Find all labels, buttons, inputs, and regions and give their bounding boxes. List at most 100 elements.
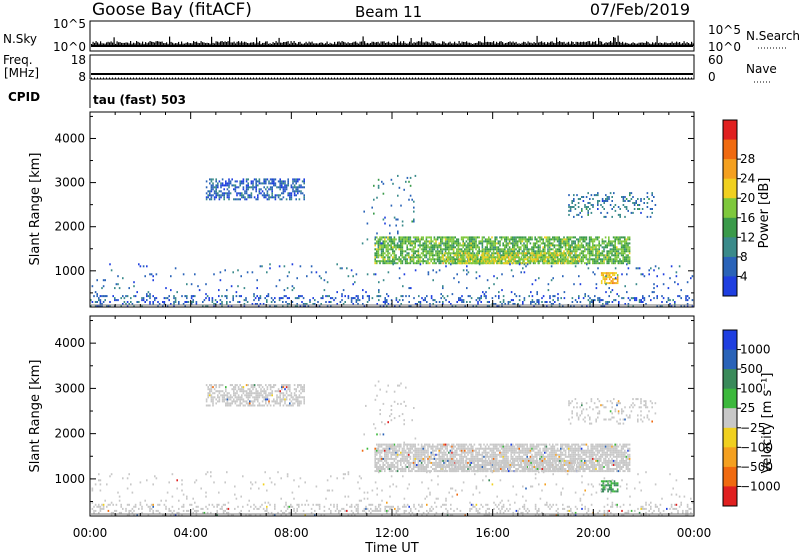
scatter-cell	[464, 236, 466, 239]
scatter-cell	[265, 392, 267, 395]
scatter-cell	[408, 464, 410, 466]
nsky-bar	[223, 42, 225, 46]
scatter-cell	[441, 260, 444, 263]
scatter-cell	[203, 299, 206, 302]
scatter-cell	[448, 451, 450, 454]
scatter-cell	[468, 244, 471, 247]
scatter-cell	[542, 248, 544, 251]
scatter-cell	[233, 388, 235, 391]
scatter-cell	[255, 396, 257, 399]
scatter-cell	[396, 461, 399, 464]
scatter-cell	[461, 252, 464, 255]
scatter-cell	[520, 238, 522, 241]
scatter-cell	[274, 178, 277, 181]
scatter-cell	[420, 451, 423, 454]
scatter-cell	[592, 254, 594, 257]
scatter-cell	[444, 246, 447, 249]
nsky-bar	[559, 41, 561, 46]
scatter-cell	[352, 303, 354, 305]
scatter-cell	[476, 447, 479, 450]
scatter-cell	[385, 461, 388, 464]
scatter-cell	[218, 384, 221, 387]
scatter-cell	[610, 282, 613, 285]
scatter-cell	[424, 466, 426, 468]
scatter-cell	[553, 238, 556, 241]
scatter-cell	[352, 297, 354, 300]
scatter-cell	[336, 291, 338, 294]
scatter-cell	[606, 256, 608, 259]
scatter-cell	[381, 180, 383, 183]
scatter-cell	[252, 384, 254, 387]
nsky-bar	[248, 43, 250, 46]
scatter-cell	[401, 250, 404, 253]
scatter-cell	[470, 246, 472, 249]
scatter-cell	[523, 258, 526, 261]
scatter-cell	[656, 305, 658, 307]
scatter-cell	[524, 244, 527, 247]
scatter-cell	[523, 263, 526, 266]
scatter-cell	[366, 273, 369, 276]
scatter-cell	[548, 250, 551, 253]
scatter-cell	[420, 453, 423, 456]
nsky-bar	[458, 41, 460, 46]
scatter-cell	[261, 390, 264, 393]
scatter-cell	[432, 262, 434, 265]
scatter-cell	[430, 457, 432, 460]
scatter-cell	[247, 384, 249, 387]
scatter-cell	[517, 262, 520, 265]
scatter-cell	[486, 301, 489, 303]
scatter-cell	[488, 252, 490, 255]
scatter-cell	[333, 299, 335, 302]
scatter-cell	[237, 285, 239, 288]
scatter-cell	[584, 250, 586, 253]
scatter-cell	[393, 445, 396, 448]
scatter-cell	[425, 236, 428, 239]
scatter-cell	[285, 398, 288, 401]
scatter-cell	[569, 208, 572, 210]
scatter-cell	[377, 248, 380, 251]
scatter-cell	[138, 301, 140, 303]
scatter-cell	[560, 297, 562, 300]
scatter-cell	[406, 248, 408, 251]
scatter-cell	[614, 204, 617, 206]
scatter-cell	[492, 248, 495, 251]
scatter-cell	[510, 299, 513, 302]
scatter-cell	[528, 250, 530, 253]
nsearch-tick-bottom: 10^0	[708, 40, 741, 54]
scatter-cell	[418, 301, 420, 303]
scatter-cell	[582, 250, 584, 253]
scatter-cell	[396, 464, 399, 466]
scatter-cell	[142, 297, 145, 300]
nsky-bar	[602, 43, 604, 46]
nsky-bar	[529, 42, 531, 46]
scatter-cell	[268, 180, 270, 183]
scatter-cell	[408, 256, 410, 259]
scatter-cell	[459, 250, 461, 253]
scatter-cell	[379, 445, 381, 448]
scatter-cell	[255, 184, 257, 187]
scatter-cell	[114, 299, 116, 302]
scatter-cell	[258, 392, 261, 395]
scatter-cell	[422, 236, 424, 239]
scatter-cell	[387, 451, 389, 454]
scatter-cell	[482, 252, 484, 255]
nsky-bar	[152, 42, 154, 46]
scatter-cell	[266, 394, 269, 397]
scatter-cell	[452, 451, 455, 454]
scatter-cell	[430, 445, 432, 448]
scatter-cell	[126, 295, 129, 298]
colorbar-segment	[723, 198, 737, 219]
scatter-cell	[460, 461, 463, 464]
scatter-cell	[498, 305, 500, 307]
scatter-cell	[406, 455, 408, 458]
scatter-cell	[653, 269, 655, 272]
scatter-cell	[250, 194, 253, 197]
nsky-bar	[473, 43, 475, 46]
scatter-cell	[441, 445, 444, 448]
scatter-cell	[269, 384, 272, 387]
scatter-cell	[241, 386, 243, 389]
scatter-cell	[616, 254, 618, 257]
scatter-cell	[289, 394, 291, 397]
scatter-cell	[544, 242, 546, 245]
scatter-cell	[576, 262, 578, 265]
